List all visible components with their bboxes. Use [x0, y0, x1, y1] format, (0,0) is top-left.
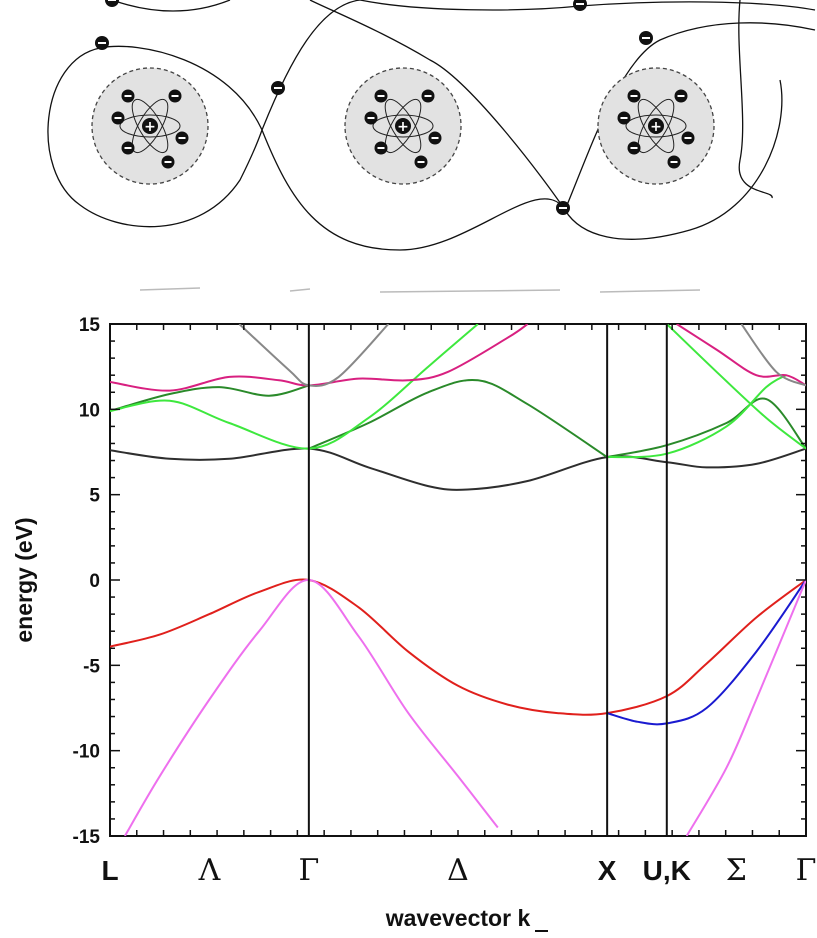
electron-path-loop-left — [47, 0, 361, 228]
free-electron — [105, 0, 119, 7]
orbit-1 — [625, 114, 687, 138]
free-electron-minus-sign — [274, 87, 282, 89]
kpoint-label: Σ — [726, 853, 747, 888]
nucleus-plus-sign: + — [650, 119, 662, 135]
orbit-3 — [384, 98, 422, 154]
kpoint-label: X — [598, 855, 617, 886]
electron-minus-sign — [684, 137, 692, 139]
electron-minus-sign — [377, 147, 385, 149]
electron-minus-sign — [178, 137, 186, 139]
free-electron — [573, 0, 587, 11]
y-tick-label: -15 — [73, 827, 101, 848]
band-line-9 — [110, 324, 479, 450]
atom-lattice-diagram: + + + — [47, 0, 816, 251]
free-electrons-group — [95, 0, 653, 215]
electron-path-right — [309, 0, 566, 211]
electron-path-top-arc — [111, 0, 231, 12]
electron-minus-sign — [171, 95, 179, 97]
band-line-15 — [740, 324, 806, 387]
nucleus — [395, 118, 411, 134]
kpoint-labels: L Λ Γ Δ X U,K Σ Γ — [101, 853, 816, 888]
band-line-14 — [238, 324, 390, 388]
kpoint-label: L — [101, 855, 118, 886]
electron-minus-sign — [164, 161, 172, 163]
electron-minus-sign — [417, 161, 425, 163]
electron-minus-sign — [424, 95, 432, 97]
electron-minus-sign — [630, 147, 638, 149]
kpoint-label: Γ — [796, 853, 817, 888]
x-axis-title-text: wavevector k — [385, 905, 531, 931]
band-line-6 — [110, 384, 310, 412]
orbit-3 — [131, 98, 169, 154]
band-line-13 — [676, 324, 806, 387]
nucleus — [648, 118, 664, 134]
atom-3: + — [597, 67, 715, 185]
electron-path-top-right — [359, 0, 816, 11]
kpoint-label: Δ — [447, 853, 469, 888]
kpoint-label: U,K — [643, 855, 691, 886]
band-line-10 — [666, 324, 806, 450]
band-line-5 — [110, 447, 806, 491]
band-line-4 — [685, 579, 806, 836]
electron-minus-sign — [124, 95, 132, 97]
y-tick-label: -10 — [73, 742, 100, 763]
nucleus-plus-sign: + — [144, 119, 156, 135]
electron-minus-sign — [367, 117, 375, 119]
y-tick-label: 15 — [79, 315, 101, 336]
axis-ticks — [110, 323, 806, 837]
orbit-2 — [384, 98, 422, 154]
symmetry-lines — [307, 324, 668, 836]
free-electron-minus-sign — [642, 37, 650, 39]
band-line-2 — [606, 579, 806, 726]
atom-2: + — [344, 67, 462, 185]
orbit-2 — [131, 98, 169, 154]
band-lines — [110, 324, 806, 836]
nucleus-plus-sign: + — [397, 119, 409, 135]
electron-minus-sign — [620, 117, 628, 119]
band-line-8 — [606, 397, 806, 459]
kpoint-label: Λ — [198, 853, 221, 888]
band-line-12 — [110, 324, 529, 392]
electron-minus-sign — [114, 117, 122, 119]
y-axis-title: energy (eV) — [11, 517, 37, 642]
band-structure-chart: 15 10 5 0 -5 -10 -15 L Λ Γ Δ X U,K Σ Γ energy (eV) wa… — [11, 315, 816, 932]
nucleus — [142, 118, 158, 134]
electron-path-vertical — [738, 0, 773, 199]
free-electron-minus-sign — [108, 0, 116, 1]
atoms-group: + + + — [91, 67, 715, 185]
electron-minus-sign — [431, 137, 439, 139]
y-tick-label: 5 — [89, 486, 100, 507]
free-electron-minus-sign — [559, 207, 567, 209]
band-line-7 — [308, 378, 608, 458]
y-tick-label: 10 — [79, 400, 100, 421]
band-line-3 — [124, 578, 499, 836]
y-tick-label: -5 — [83, 656, 100, 677]
y-tick-labels: 15 10 5 0 -5 -10 -15 — [73, 315, 101, 848]
free-electron-minus-sign — [576, 3, 584, 5]
orbit-2 — [637, 98, 675, 154]
free-electron-minus-sign — [98, 42, 106, 44]
plot-frame — [109, 323, 807, 837]
orbit-1 — [119, 114, 181, 138]
electron-minus-sign — [630, 95, 638, 97]
atom-1: + — [91, 67, 209, 185]
band-line-11 — [607, 374, 787, 459]
band-line-1 — [110, 578, 806, 716]
orbit-1 — [372, 114, 434, 138]
electron-minus-sign — [670, 161, 678, 163]
y-tick-label: 0 — [89, 571, 100, 592]
orbit-3 — [637, 98, 675, 154]
electron-minus-sign — [124, 147, 132, 149]
plot-top-artifact — [139, 287, 701, 293]
electron-path-right-upper — [564, 22, 816, 211]
kpoint-label: Γ — [298, 853, 319, 888]
electron-minus-sign — [377, 95, 385, 97]
electron-minus-sign — [677, 95, 685, 97]
x-axis-title: wavevector k — [385, 905, 548, 932]
